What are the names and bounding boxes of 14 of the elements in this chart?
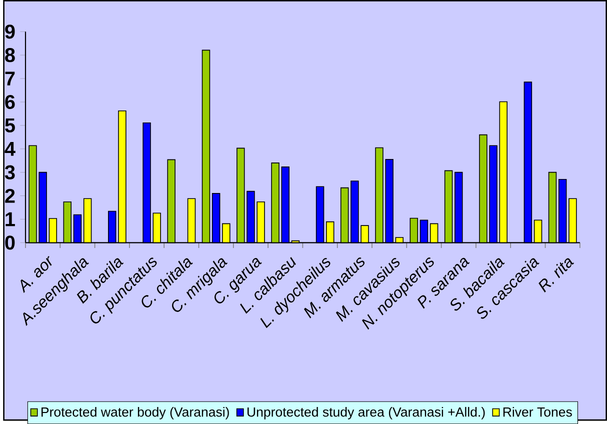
y-tick-label: 0 — [5, 236, 15, 250]
x-tick-label: R. rita — [538, 258, 574, 292]
y-tick-label: 6 — [5, 94, 15, 109]
y-tick-label: 7 — [5, 72, 15, 86]
y-tick-label: 4 — [4, 142, 16, 156]
y-tick-label: 3 — [4, 165, 15, 180]
legend-label: River Tones — [503, 406, 572, 417]
legend-label: Protected water body (Varanasi) — [42, 406, 229, 420]
y-tick-label: 5 — [5, 118, 15, 132]
legend-label: Unprotected study area (Varanasi +Alld.) — [248, 406, 485, 420]
y-tick-label: 1 — [6, 212, 15, 226]
y-tick-label: 9 — [5, 24, 15, 39]
y-tick-label: 2 — [5, 188, 15, 203]
y-tick-label: 8 — [5, 48, 15, 62]
